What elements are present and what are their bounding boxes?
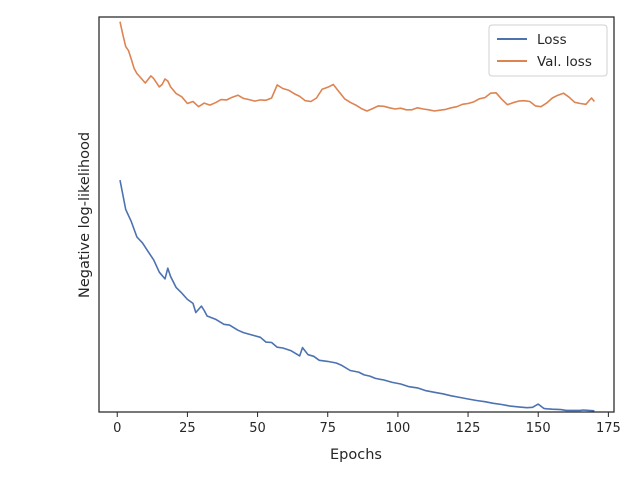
x-tick-label: 150: [526, 421, 551, 436]
legend: Loss Val. loss: [488, 24, 608, 77]
x-tick-label: 100: [385, 421, 410, 436]
legend-label-loss: Loss: [537, 32, 567, 48]
x-axis-ticks: 0 25 50 75 100 125 150 175: [113, 412, 621, 436]
legend-frame: [488, 24, 608, 77]
series-line-val-loss: [119, 21, 596, 112]
x-tick-label: 75: [319, 421, 336, 436]
plot-frame: [98, 16, 615, 413]
series-line-loss: [119, 179, 595, 412]
x-axis-title: Epochs: [330, 447, 382, 463]
plot-lines: [119, 21, 596, 412]
x-tick-label: 25: [179, 421, 196, 436]
legend-label-val-loss: Val. loss: [537, 54, 592, 70]
x-tick-label: 175: [596, 421, 621, 436]
x-tick-label: 50: [249, 421, 266, 436]
x-tick-label: 0: [113, 421, 121, 436]
y-axis-title: Negative log-likelihood: [77, 132, 93, 298]
x-tick-label: 125: [456, 421, 481, 436]
